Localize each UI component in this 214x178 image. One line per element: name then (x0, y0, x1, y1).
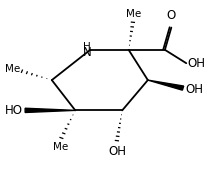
Text: H: H (83, 42, 91, 52)
Text: O: O (167, 9, 176, 22)
Polygon shape (25, 108, 75, 112)
Text: HO: HO (5, 104, 23, 117)
Text: Me: Me (4, 64, 20, 74)
Text: OH: OH (187, 57, 205, 70)
Polygon shape (148, 80, 184, 90)
Text: OH: OH (185, 83, 203, 96)
Text: N: N (83, 46, 91, 59)
Text: Me: Me (53, 142, 68, 152)
Text: Me: Me (126, 9, 142, 19)
Text: OH: OH (108, 145, 126, 158)
